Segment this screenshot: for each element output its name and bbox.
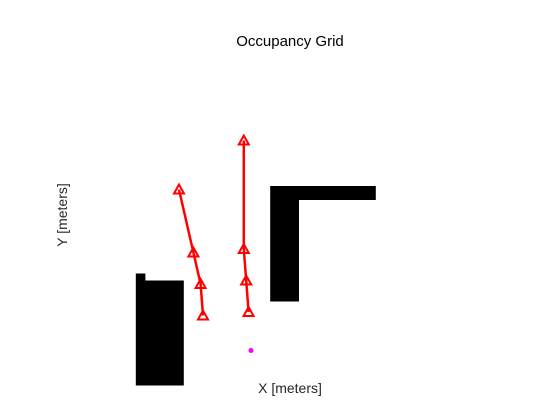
obstacle-layer [135,186,376,386]
path-line-2 [242,140,250,313]
y-axis-label: Y [meters] [54,183,70,247]
point-layer [248,348,254,353]
path-1-marker-1 [172,182,186,195]
path-2-marker-1 [237,133,251,146]
path-1-marker-2 [186,245,201,258]
chart-title: Occupancy Grid [236,33,344,50]
path-2-marker-2 [237,241,251,254]
obstacle-left-block-top-notch [135,273,146,281]
path-layer [172,133,256,321]
obstacle-left-block [135,280,184,386]
point-1 [248,348,254,353]
obstacle-right-vertical-wall [270,200,299,302]
path-1-marker-4 [196,308,210,321]
obstacle-right-horizontal-wall [270,186,376,200]
path-2-marker-3 [239,273,253,286]
path-line-1 [177,189,205,316]
path-1-marker-3 [193,276,208,289]
x-axis-label: X [meters] [258,380,322,396]
path-2-marker-4 [241,304,256,317]
